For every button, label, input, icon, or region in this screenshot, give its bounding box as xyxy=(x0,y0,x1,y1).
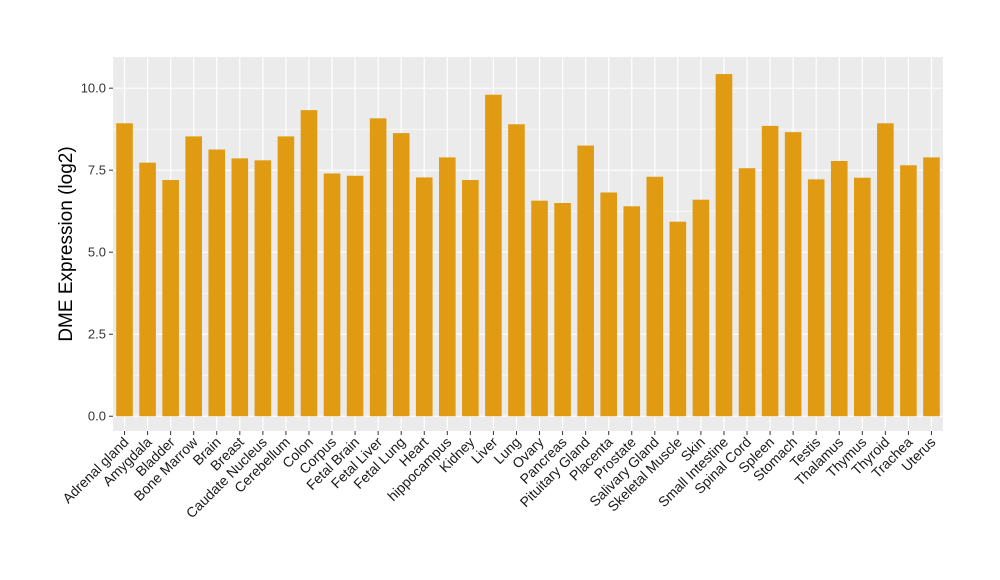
bar xyxy=(784,132,802,417)
bar xyxy=(185,136,202,417)
y-tick-label: 10.0 xyxy=(81,81,106,96)
y-tick-label: 0.0 xyxy=(88,409,106,424)
bar xyxy=(923,157,940,417)
y-axis-title: DME Expression (log2) xyxy=(56,146,77,341)
y-tick-label: 7.5 xyxy=(88,163,106,178)
bar xyxy=(231,158,249,417)
bar xyxy=(807,179,825,417)
bar xyxy=(139,162,156,417)
bar xyxy=(669,221,687,417)
bar xyxy=(623,206,641,417)
bar xyxy=(277,136,295,417)
plot-panel xyxy=(113,57,943,431)
bar xyxy=(323,173,341,417)
bar xyxy=(462,180,479,417)
bar xyxy=(531,200,548,417)
bar xyxy=(508,124,525,417)
bar xyxy=(116,123,133,417)
bar xyxy=(346,175,364,417)
bar xyxy=(577,145,594,417)
bar xyxy=(715,74,733,417)
bar xyxy=(830,160,848,417)
bar xyxy=(554,202,571,417)
bar xyxy=(208,149,226,417)
bar xyxy=(900,165,917,417)
bar xyxy=(415,177,433,417)
bar xyxy=(646,176,664,417)
bar xyxy=(692,199,710,417)
bar xyxy=(392,133,410,417)
y-axis: 0.0 2.5 5.0 7.5 10.0 xyxy=(81,81,113,424)
bar xyxy=(877,123,894,417)
bar xyxy=(854,177,871,417)
bar xyxy=(439,157,456,417)
bar xyxy=(738,168,756,417)
bar xyxy=(254,160,272,417)
bar xyxy=(162,180,179,417)
minor-gridlines xyxy=(113,128,943,376)
bar xyxy=(300,110,318,417)
y-tick-label: 2.5 xyxy=(88,327,106,342)
y-tick-label: 5.0 xyxy=(88,245,106,260)
bar xyxy=(600,192,617,417)
bar xyxy=(369,118,387,417)
bar xyxy=(761,125,779,417)
bar-series xyxy=(116,74,940,417)
bar xyxy=(485,94,502,417)
